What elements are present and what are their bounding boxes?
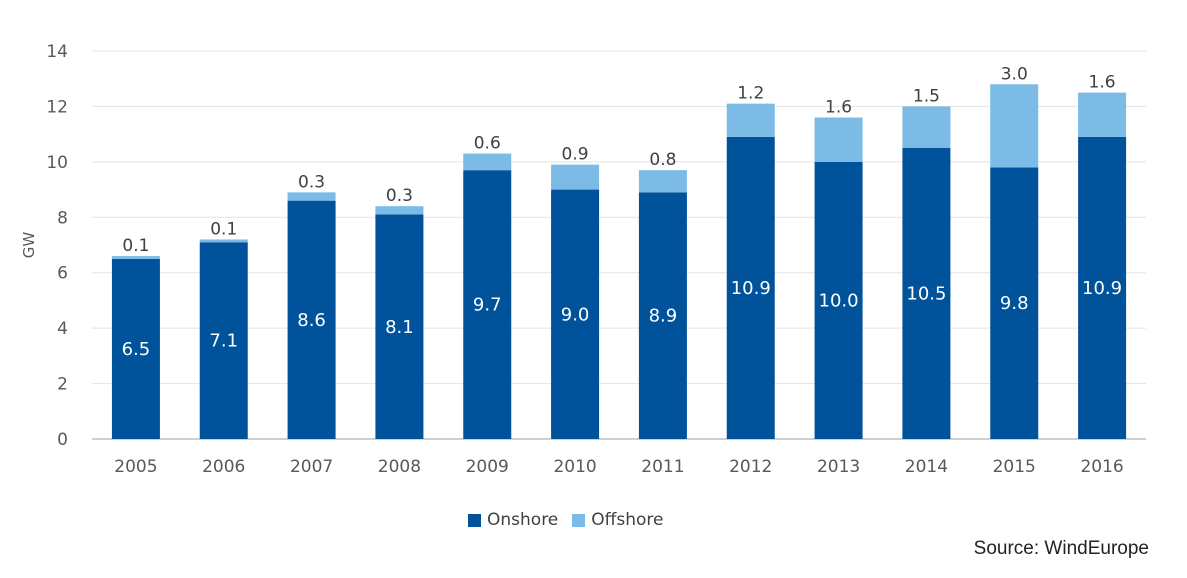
bar-offshore-2010 bbox=[551, 164, 600, 190]
data-label-offshore-2006: 0.1 bbox=[210, 219, 237, 239]
data-label-offshore-2007: 0.3 bbox=[298, 172, 325, 192]
data-label-onshore-2012: 10.9 bbox=[731, 278, 771, 299]
y-axis-ticks: 0 2 4 6 8 10 12 14 bbox=[46, 42, 68, 450]
y-tick-label-10: 10 bbox=[46, 153, 68, 173]
bar-onshore-2015 bbox=[990, 167, 1039, 439]
bar-onshore-2016 bbox=[1078, 136, 1127, 439]
bar-offshore-2011 bbox=[638, 170, 687, 193]
data-label-offshore-2016: 1.6 bbox=[1089, 73, 1116, 93]
data-label-offshore-2008: 0.3 bbox=[386, 186, 413, 206]
bar-offshore-2007 bbox=[287, 192, 336, 201]
bar-offshore-2006 bbox=[199, 239, 248, 243]
y-tick-label-14: 14 bbox=[46, 42, 68, 62]
data-label-offshore-2010: 0.9 bbox=[562, 145, 589, 165]
source-note: Source: WindEurope bbox=[973, 538, 1149, 559]
data-label-offshore-2015: 3.0 bbox=[1001, 64, 1028, 84]
bar-onshore-2013 bbox=[814, 161, 863, 439]
bar-onshore-2010 bbox=[551, 189, 600, 439]
bar-onshore-2008 bbox=[375, 214, 424, 439]
bar-offshore-2009 bbox=[463, 153, 512, 171]
x-tick-label-2009: 2009 bbox=[466, 457, 509, 477]
x-tick-label-2015: 2015 bbox=[993, 457, 1036, 477]
x-tick-label-2016: 2016 bbox=[1080, 457, 1123, 477]
bar-offshore-2016 bbox=[1078, 92, 1127, 137]
bar-offshore-2008 bbox=[375, 206, 424, 215]
gridlines bbox=[92, 50, 1146, 440]
y-axis-label: GW bbox=[20, 232, 38, 259]
bar-onshore-2006 bbox=[199, 242, 248, 439]
y-tick-label-0: 0 bbox=[57, 430, 68, 450]
data-label-offshore-2005: 0.1 bbox=[122, 236, 149, 256]
legend-swatch-offshore bbox=[572, 513, 586, 527]
data-label-offshore-2012: 1.2 bbox=[737, 84, 764, 104]
data-label-onshore-2013: 10.0 bbox=[819, 290, 859, 311]
data-label-onshore-2014: 10.5 bbox=[906, 284, 946, 305]
bar-onshore-2012 bbox=[726, 136, 775, 439]
x-tick-label-2010: 2010 bbox=[553, 457, 596, 477]
legend-item-onshore: Onshore bbox=[468, 510, 558, 530]
data-label-onshore-2009: 9.7 bbox=[473, 295, 502, 316]
bar-onshore-2007 bbox=[287, 200, 336, 439]
legend-item-offshore: Offshore bbox=[572, 510, 663, 530]
x-tick-label-2008: 2008 bbox=[378, 457, 421, 477]
data-label-onshore-2016: 10.9 bbox=[1082, 278, 1122, 299]
x-tick-label-2011: 2011 bbox=[641, 457, 684, 477]
y-tick-label-4: 4 bbox=[57, 319, 68, 339]
data-label-onshore-2005: 6.5 bbox=[122, 339, 151, 360]
data-label-offshore-2014: 1.5 bbox=[913, 86, 940, 106]
y-tick-label-12: 12 bbox=[46, 97, 68, 117]
x-tick-label-2007: 2007 bbox=[290, 457, 333, 477]
data-label-onshore-2010: 9.0 bbox=[561, 304, 590, 325]
stacked-bar-chart: 0 2 4 6 8 10 12 14 GW 6.5 0.1 7.1 0.1 8.6 0.3 8.1 0.3 9… bbox=[20, 42, 1146, 477]
x-tick-label-2014: 2014 bbox=[905, 457, 948, 477]
bar-offshore-2014 bbox=[902, 106, 951, 148]
x-tick-label-2005: 2005 bbox=[114, 457, 157, 477]
data-label-onshore-2008: 8.1 bbox=[385, 317, 414, 338]
data-label-onshore-2007: 8.6 bbox=[297, 310, 326, 331]
x-tick-label-2006: 2006 bbox=[202, 457, 245, 477]
bar-onshore-2009 bbox=[463, 170, 512, 439]
data-label-offshore-2009: 0.6 bbox=[474, 134, 501, 154]
data-label-offshore-2011: 0.8 bbox=[649, 150, 676, 170]
bar-onshore-2014 bbox=[902, 148, 951, 439]
x-tick-label-2012: 2012 bbox=[729, 457, 772, 477]
data-label-onshore-2011: 8.9 bbox=[649, 306, 678, 327]
legend-label-offshore: Offshore bbox=[591, 510, 664, 530]
data-label-onshore-2006: 7.1 bbox=[209, 331, 238, 352]
y-tick-label-6: 6 bbox=[57, 264, 68, 284]
data-label-onshore-2015: 9.8 bbox=[1000, 293, 1029, 314]
legend: Onshore Offshore bbox=[468, 510, 677, 530]
legend-label-onshore: Onshore bbox=[487, 510, 559, 530]
data-label-offshore-2013: 1.6 bbox=[825, 98, 852, 118]
x-axis-ticks: 2005 2006 2007 2008 2009 2010 2011 2012 2013 2014… bbox=[114, 457, 1123, 477]
bar-offshore-2005 bbox=[111, 256, 160, 259]
y-tick-label-2: 2 bbox=[57, 375, 68, 395]
y-tick-label-8: 8 bbox=[57, 208, 68, 228]
bar-offshore-2015 bbox=[990, 84, 1039, 168]
bar-offshore-2012 bbox=[726, 103, 775, 137]
bars: 6.5 0.1 7.1 0.1 8.6 0.3 8.1 0.3 9.7 0.6 9.0 0.9 8.9 0… bbox=[111, 64, 1127, 439]
x-tick-label-2013: 2013 bbox=[817, 457, 860, 477]
legend-swatch-onshore bbox=[468, 513, 481, 527]
bar-onshore-2011 bbox=[638, 192, 687, 439]
bar-onshore-2005 bbox=[111, 258, 160, 439]
bar-offshore-2013 bbox=[814, 117, 863, 162]
